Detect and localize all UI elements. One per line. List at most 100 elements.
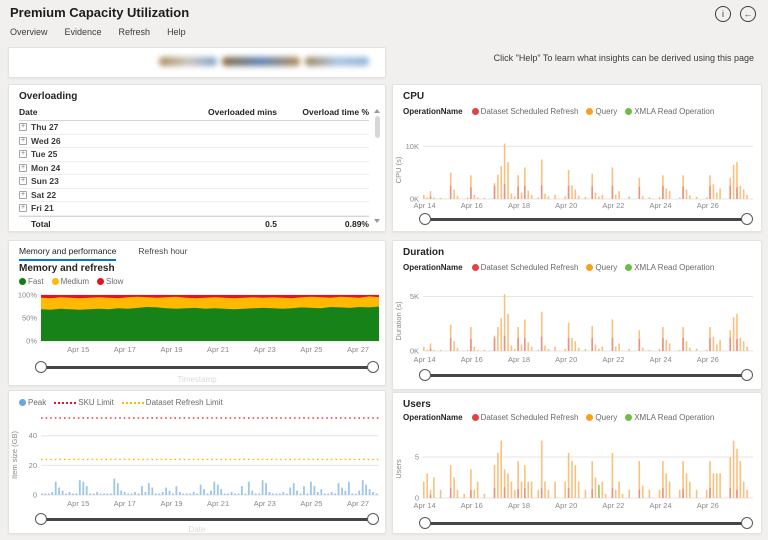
slider-handle-right[interactable] — [367, 513, 379, 525]
cpu-time-range-slider[interactable] — [419, 213, 753, 226]
legend-item[interactable]: Query — [586, 107, 617, 116]
legend-dot-swatch — [625, 108, 633, 115]
info-icon[interactable]: i — [715, 6, 731, 22]
item-size-chart[interactable]: 0 20 40 Apr 15 Apr 17 Apr 19 Apr 21 Apr 23 Apr 2… — [9, 409, 387, 509]
slider-handle-left[interactable] — [35, 513, 47, 525]
svg-text:Apr 27: Apr 27 — [347, 345, 369, 354]
overloading-title: Overloading — [19, 91, 78, 102]
menu-item-refresh[interactable]: Refresh — [118, 27, 151, 37]
svg-text:40: 40 — [29, 431, 37, 440]
svg-text:Apr 21: Apr 21 — [207, 345, 229, 354]
legend-item[interactable]: Dataset Scheduled Refresh — [471, 263, 578, 272]
col-date: Date — [19, 107, 38, 117]
itemsize-panel: Peak SKU Limit Dataset Refresh Limit 0 20 40… — [8, 390, 386, 534]
legend-item[interactable]: Query — [586, 413, 617, 422]
scroll-up-icon[interactable] — [374, 109, 380, 113]
back-icon[interactable]: ← — [740, 6, 756, 22]
svg-text:Apr 26: Apr 26 — [697, 501, 719, 510]
legend-item[interactable]: SKU Limit — [54, 398, 114, 407]
svg-text:Apr 19: Apr 19 — [160, 345, 182, 354]
svg-text:Apr 21: Apr 21 — [207, 499, 229, 508]
slider-handle-left[interactable] — [419, 213, 431, 225]
duration-title: Duration — [403, 247, 445, 258]
svg-text:Apr 25: Apr 25 — [300, 345, 322, 354]
slider-handle-right[interactable] — [367, 361, 379, 373]
tab-memory-and-performance[interactable]: Memory and performance — [19, 246, 117, 261]
table-row[interactable]: + Fri 21 — [19, 202, 369, 216]
menu-item-help[interactable]: Help — [167, 27, 186, 37]
svg-text:5K: 5K — [410, 292, 419, 301]
legend-item[interactable]: Dataset Refresh Limit — [121, 398, 223, 407]
legend-item[interactable]: XMLA Read Operation — [625, 413, 714, 422]
col-overload-time-pct: Overload time % — [302, 107, 369, 117]
table-row[interactable]: + Wed 26 — [19, 135, 369, 148]
page-title: Premium Capacity Utilization — [10, 5, 190, 20]
cpu-chart[interactable]: 0K 10K Apr 14 Apr 16 Apr 18 Apr 20 Apr 22 Apr 2… — [393, 133, 763, 211]
svg-text:20: 20 — [29, 461, 37, 470]
svg-text:Apr 22: Apr 22 — [602, 501, 624, 510]
svg-text:Apr 16: Apr 16 — [461, 355, 483, 364]
cpu-title: CPU — [403, 91, 425, 102]
legend-dot-swatch — [471, 264, 479, 271]
slider-handle-left[interactable] — [35, 361, 47, 373]
itemsize-time-range-slider[interactable] — [35, 513, 379, 526]
expand-icon[interactable]: + — [19, 190, 27, 199]
legend-item[interactable]: Slow — [97, 277, 123, 286]
legend-item[interactable]: XMLA Read Operation — [625, 263, 714, 272]
svg-text:Apr 27: Apr 27 — [347, 499, 369, 508]
slider-handle-left[interactable] — [419, 517, 431, 529]
table-row[interactable]: + Mon 24 — [19, 162, 369, 175]
legend-item[interactable]: Dataset Scheduled Refresh — [471, 107, 578, 116]
expand-icon[interactable]: + — [19, 204, 27, 213]
capacity-banner — [8, 47, 386, 78]
expand-icon[interactable]: + — [19, 150, 27, 159]
menu-item-overview[interactable]: Overview — [10, 27, 48, 37]
expand-icon[interactable]: + — [19, 136, 27, 145]
svg-text:Apr 15: Apr 15 — [67, 345, 89, 354]
scrollbar[interactable] — [373, 109, 381, 223]
scroll-thumb[interactable] — [374, 116, 380, 138]
memory-time-range-slider[interactable] — [35, 361, 379, 374]
legend-item[interactable]: Fast — [19, 277, 44, 286]
table-row[interactable]: + Sun 23 — [19, 175, 369, 189]
menu-item-evidence[interactable]: Evidence — [64, 27, 102, 37]
slider-handle-right[interactable] — [741, 213, 753, 225]
slider-handle-left[interactable] — [419, 369, 431, 381]
memory-refresh-title: Memory and refresh — [19, 263, 115, 274]
tab-refresh-hour[interactable]: Refresh hour — [138, 246, 188, 256]
svg-text:Apr 23: Apr 23 — [254, 499, 276, 508]
svg-text:Apr 24: Apr 24 — [650, 355, 672, 364]
legend-item[interactable]: XMLA Read Operation — [625, 107, 714, 116]
duration-time-range-slider[interactable] — [419, 369, 753, 382]
svg-text:Apr 22: Apr 22 — [602, 355, 624, 364]
slider-handle-right[interactable] — [741, 517, 753, 529]
svg-text:Apr 20: Apr 20 — [555, 501, 577, 510]
users-time-range-slider[interactable] — [419, 517, 753, 530]
svg-text:10K: 10K — [406, 142, 419, 151]
expand-icon[interactable]: + — [19, 163, 27, 172]
svg-text:Apr 25: Apr 25 — [300, 499, 322, 508]
memory-tabs: Memory and performance Refresh hour — [19, 246, 187, 261]
legend-item[interactable]: Query — [586, 263, 617, 272]
scroll-down-icon[interactable] — [374, 219, 380, 223]
memory-refresh-chart[interactable]: 0% 50% 100% Apr 15 Apr 17 Apr 19 Apr 21 Apr 23 A… — [9, 287, 387, 355]
table-row[interactable]: + Thu 27 — [19, 121, 369, 135]
table-row[interactable]: + Sat 22 — [19, 189, 369, 202]
users-title: Users — [403, 399, 431, 410]
users-chart[interactable]: 0 5 Apr 14 Apr 16 Apr 18 Apr 20 Apr 22 Apr 24 Ap… — [393, 433, 763, 511]
slider-handle-right[interactable] — [741, 369, 753, 381]
svg-text:Apr 17: Apr 17 — [114, 345, 136, 354]
duration-chart[interactable]: 0K 5K Apr 14 Apr 16 Apr 18 Apr 20 Apr 22 Apr 24… — [393, 285, 763, 365]
legend-dot-swatch — [586, 414, 594, 421]
svg-text:Apr 16: Apr 16 — [461, 201, 483, 210]
table-row[interactable]: + Tue 25 — [19, 148, 369, 162]
legend-item[interactable]: Dataset Scheduled Refresh — [471, 413, 578, 422]
legend-item[interactable]: Medium — [51, 277, 89, 286]
expand-icon[interactable]: + — [19, 123, 27, 132]
legend-item[interactable]: Peak — [19, 398, 46, 407]
svg-text:50%: 50% — [22, 314, 37, 323]
expand-icon[interactable]: + — [19, 177, 27, 186]
svg-text:0K: 0K — [410, 195, 419, 204]
legend-title: OperationName — [403, 107, 463, 116]
redacted-capacity-name — [159, 57, 369, 66]
